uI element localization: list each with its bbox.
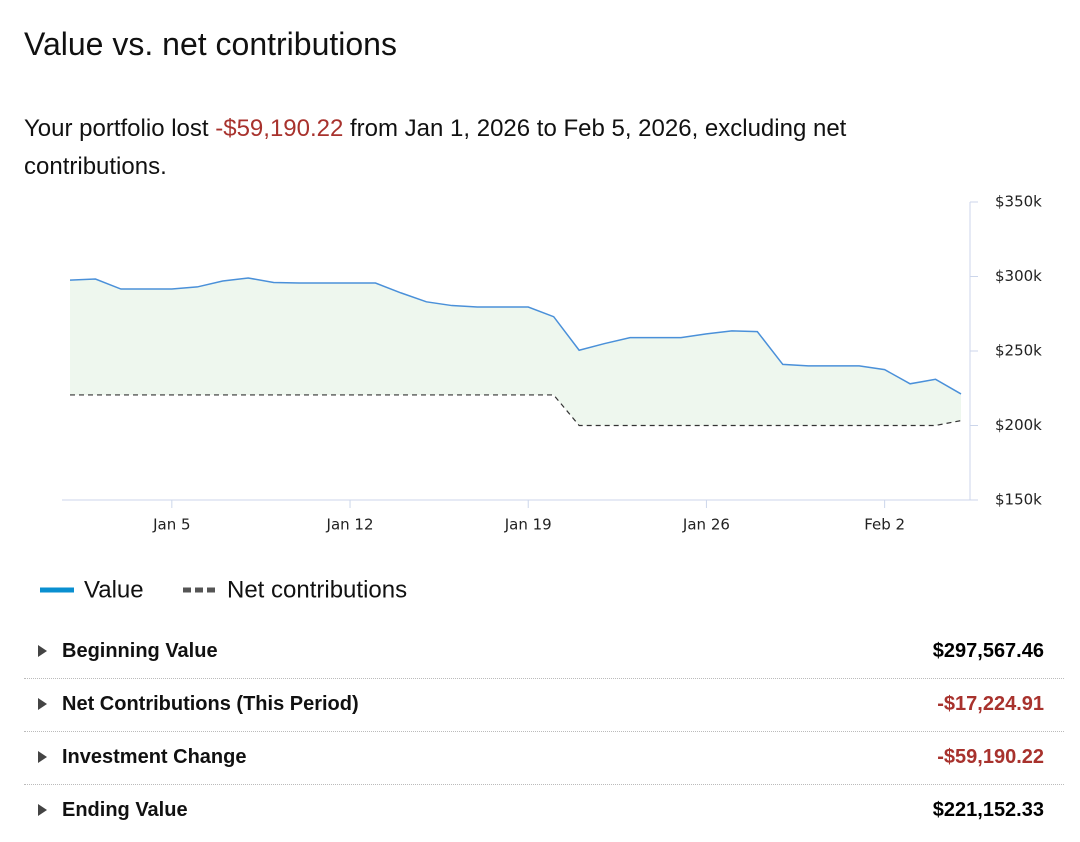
series-line [70,394,962,427]
legend-label: Net contributions [227,576,407,603]
row-label: Investment Change [62,746,247,768]
x-tick-label: Jan 5 [152,516,190,534]
row-label: Beginning Value [62,640,218,662]
summary: Your portfolio lost -$59,190.22 from Jan… [24,110,984,186]
summary-amount: -$59,190.22 [215,115,344,142]
legend-label: Value [84,576,144,603]
row-value: $297,567.46 [932,640,1044,662]
expand-arrow[interactable] [38,698,47,710]
x-tick-label: Jan 12 [326,516,374,534]
y-tick-label: $300k [995,267,1042,285]
summary-text: from Jan 1, 2026 to Feb 5, 2026, excludi… [24,115,847,180]
y-tick-label: $150k [995,491,1042,509]
row-label: Ending Value [62,799,188,821]
row-value: -$59,190.22 [937,746,1044,768]
chart: $150k $200k $250k $300k $350k Jan 5 Jan 12 Jan … [40,193,1042,603]
x-tick-label: Jan 26 [682,516,730,534]
expand-arrow[interactable] [38,804,47,816]
expand-arrow[interactable] [38,751,47,763]
summary-row[interactable]: Ending Value $221,152.33 [24,785,1064,837]
summary-row[interactable]: Beginning Value $297,567.46 [24,626,1064,679]
y-tick-label: $250k [995,342,1042,360]
row-value: -$17,224.91 [937,693,1044,715]
y-tick-label: $200k [995,416,1042,434]
row-label: Net Contributions (This Period) [62,693,359,715]
summary-row[interactable]: Investment Change -$59,190.22 [24,732,1064,785]
summary-row[interactable]: Net Contributions (This Period) -$17,224.… [24,679,1064,732]
expand-arrow[interactable] [38,645,47,657]
summary-text: Your portfolio lost [24,115,209,142]
area-fill [70,277,961,426]
series-line [69,277,962,395]
x-tick-label: Feb 2 [864,516,905,534]
x-tick-label: Jan 19 [504,516,552,534]
row-value: $221,152.33 [932,799,1044,821]
y-tick-label: $350k [995,193,1042,211]
page-title: Value vs. net contributions [24,26,397,62]
